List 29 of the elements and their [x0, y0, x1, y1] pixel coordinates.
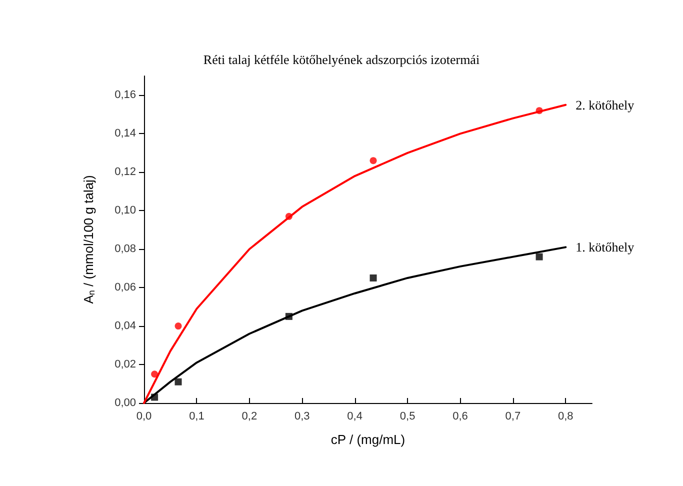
- x-tick-label: 0,2: [242, 410, 258, 422]
- x-axis-title: cP / (mg/mL): [330, 432, 406, 447]
- x-tick-label: 0,6: [452, 410, 468, 422]
- point: [174, 378, 182, 386]
- y-axis-title: An / (mmol/100 g talaj): [81, 175, 96, 304]
- y-tick-label: 0,08: [114, 243, 136, 256]
- point: [151, 370, 158, 378]
- y-tick-label: 0,00: [114, 397, 136, 409]
- x-tick-label: 0,4: [347, 410, 362, 422]
- series-label: 2. kötőhely: [576, 97, 635, 112]
- point: [370, 157, 377, 164]
- y-tick-label: 0,16: [114, 89, 136, 102]
- x-tick-label: 0,8: [558, 410, 574, 422]
- x-tick-label: 0,3: [294, 410, 310, 422]
- y-tick-label: 0,10: [114, 204, 136, 217]
- y-tick-label: 0,06: [114, 282, 136, 294]
- y-tick-label: 0,14: [114, 128, 136, 140]
- point: [370, 274, 377, 282]
- x-tick-label: 0,1: [189, 410, 204, 422]
- chart-title: Réti talaj kétféle kötőhelyének adszorpciós izotermái: [203, 52, 480, 67]
- x-tick-label: 0,7: [505, 410, 521, 422]
- x-tick-label: 0,0: [136, 410, 152, 422]
- y-tick-label: 0,12: [114, 166, 136, 178]
- point: [174, 322, 182, 330]
- series-label: 1. kötőhely: [576, 240, 635, 255]
- point: [536, 253, 543, 260]
- x-tick-label: 0,5: [400, 410, 416, 422]
- y-tick-label: 0,02: [114, 358, 136, 371]
- y-tick-label: 0,04: [114, 320, 136, 332]
